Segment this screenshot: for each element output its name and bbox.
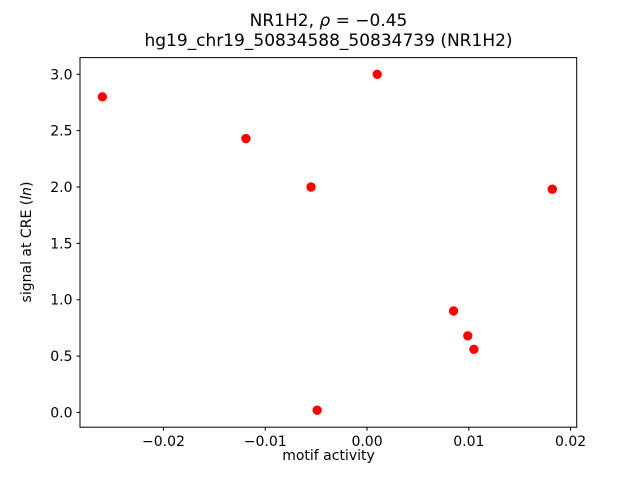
x-tick-label: 0.00	[351, 434, 382, 450]
x-tick-label: 0.02	[555, 434, 586, 450]
x-axis-label: motif activity	[282, 448, 375, 464]
x-tick-label: −0.01	[244, 434, 287, 450]
title-gene-name: NR1H2,	[249, 11, 320, 31]
y-tick-label: 2.5	[50, 124, 72, 140]
x-tick-label: 0.01	[453, 434, 484, 450]
chart-title-line2: hg19_chr19_50834588_50834739 (NR1H2)	[144, 31, 513, 51]
data-point	[372, 69, 382, 79]
x-tick-label: −0.02	[142, 434, 185, 450]
y-tick-label: 3.0	[50, 67, 72, 83]
axes-spines	[79, 57, 578, 428]
title-rho-symbol: ρ	[319, 11, 331, 31]
chart-title-line1: NR1H2, ρ = −0.45	[80, 11, 577, 31]
y-tick-label: 2.0	[50, 180, 72, 196]
chart-title: NR1H2, ρ = −0.45 hg19_chr19_50834588_508…	[80, 11, 577, 51]
data-point	[448, 306, 459, 316]
data-point	[312, 405, 322, 415]
data-point	[469, 344, 479, 355]
y-axis-label: signal at CRE (ln)	[19, 182, 35, 303]
y-tick-label: 1.5	[50, 236, 72, 252]
title-correlation-value: = −0.45	[330, 11, 408, 31]
data-point	[547, 184, 557, 194]
y-axis-label-close: )	[19, 181, 35, 188]
data-point	[241, 133, 251, 144]
y-tick-label: 1.0	[50, 293, 72, 309]
data-point	[306, 182, 316, 192]
y-axis-label-ln: ln	[19, 187, 35, 200]
y-tick-label: 0.5	[50, 349, 72, 365]
y-tick-label: 0.0	[50, 405, 72, 421]
y-axis-label-text: signal at CRE (	[19, 199, 35, 303]
data-point	[97, 92, 108, 102]
data-point	[463, 331, 473, 341]
